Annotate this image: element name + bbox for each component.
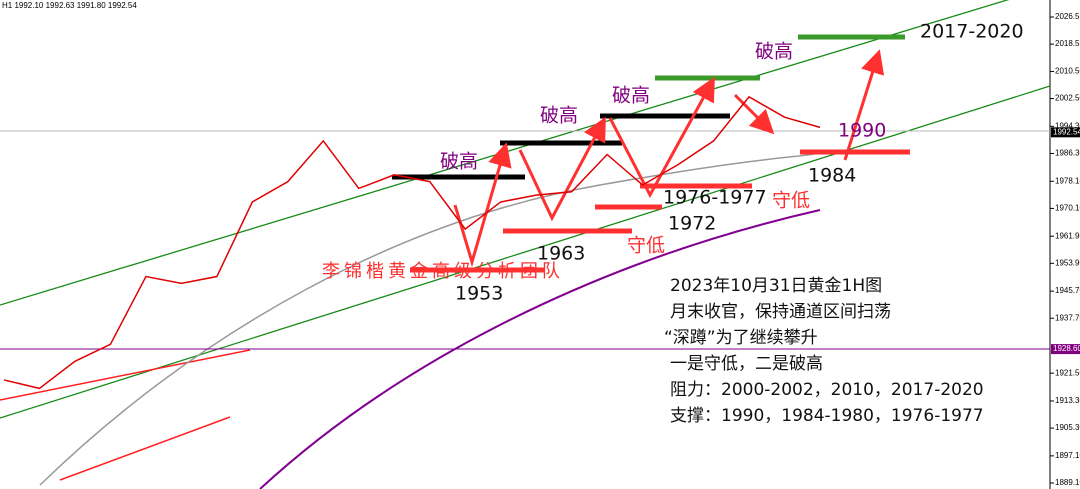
annotation: 破高 bbox=[440, 151, 478, 173]
annotation: 守低 bbox=[772, 190, 810, 212]
annotation: 李锦楷黄金高级分析团队 bbox=[322, 261, 564, 282]
y-tick-label: 1986.30 bbox=[1055, 149, 1080, 158]
price-label-box bbox=[1051, 344, 1080, 355]
note-line: 一是守低，二是破高 bbox=[670, 354, 823, 374]
drawings bbox=[0, 0, 1051, 489]
y-tick-label: 1889.10 bbox=[1055, 478, 1080, 487]
annotation: 守低 bbox=[627, 235, 665, 257]
note-line: 阻力：2000-2002，2010，2017-2020 bbox=[670, 380, 984, 400]
price-label: 1992.54 bbox=[1053, 127, 1080, 136]
price-label: 1928.60 bbox=[1053, 344, 1080, 353]
annotation: 1984 bbox=[808, 165, 856, 187]
y-tick-label: 1937.70 bbox=[1055, 313, 1080, 322]
y-tick-label: 1953.90 bbox=[1055, 258, 1080, 267]
annotation: 破高 bbox=[612, 85, 650, 107]
note-line: 月末收官，保持通道区间扫荡 bbox=[670, 302, 891, 322]
annotation: 破高 bbox=[755, 41, 793, 63]
annotation: 1963 bbox=[537, 243, 585, 265]
y-tick-label: 1913.30 bbox=[1055, 396, 1080, 405]
y-tick-label: 2026.56 bbox=[1055, 12, 1080, 21]
annotation: 破高 bbox=[540, 105, 578, 127]
annotation: 1990 bbox=[838, 120, 886, 142]
price-line bbox=[3, 95, 821, 390]
y-tick-label: 1970.10 bbox=[1055, 204, 1080, 213]
y-tick-label: 1994.30 bbox=[1055, 121, 1080, 130]
y-tick-label: 1905.30 bbox=[1055, 423, 1080, 432]
price-label-box bbox=[1051, 127, 1080, 138]
header: H1 1992.10 1992.63 1991.80 1992.54 bbox=[2, 1, 137, 10]
y-tick-label: 1945.70 bbox=[1055, 286, 1080, 295]
y-tick-label: 2002.50 bbox=[1055, 94, 1080, 103]
note-line: 2023年10月31日黄金1H图 bbox=[670, 276, 882, 296]
y-tick-label: 2010.50 bbox=[1055, 67, 1080, 76]
y-tick-label: 2018.55 bbox=[1055, 39, 1080, 48]
annotation: 1972 bbox=[668, 213, 716, 235]
y-tick-label: 1921.50 bbox=[1055, 368, 1080, 377]
y-tick-label: 1961.90 bbox=[1055, 231, 1080, 240]
annotation: 1953 bbox=[455, 283, 503, 305]
note-line: “深蹲”为了继续攀升 bbox=[664, 328, 818, 348]
annotation: 1976-1977 bbox=[663, 187, 767, 209]
y-tick-label: 1897.10 bbox=[1055, 451, 1080, 460]
note-line: 支撑：1990，1984-1980，1976-1977 bbox=[670, 406, 984, 426]
annotation: 2017-2020 bbox=[920, 21, 1024, 43]
y-tick-label: 1978.10 bbox=[1055, 176, 1080, 185]
